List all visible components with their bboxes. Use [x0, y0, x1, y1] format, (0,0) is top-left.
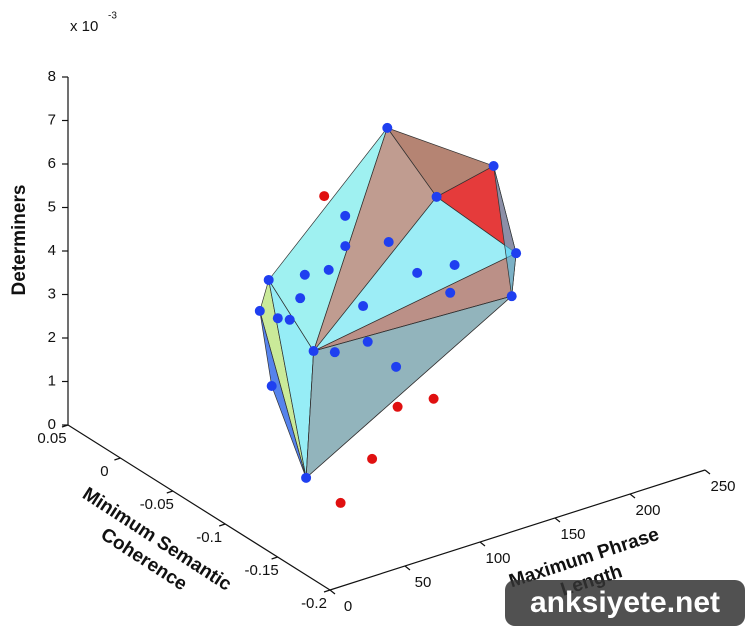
point: [335, 497, 346, 508]
point: [392, 401, 403, 412]
x-tick: [479, 541, 486, 547]
z-tick-label: 7: [48, 111, 56, 128]
y-tick-label: 0.05: [37, 430, 66, 447]
z-tick-label: 4: [48, 242, 56, 259]
point: [358, 301, 369, 312]
z-tick-label: 8: [48, 68, 56, 85]
watermark: anksiyete.net: [530, 586, 720, 619]
y-tick: [166, 490, 173, 494]
x-tick-label: 0: [344, 598, 352, 615]
hull: [259, 127, 517, 479]
x-tick: [629, 493, 636, 499]
y-tick-label: -0.15: [244, 562, 278, 579]
z-tick-label: 3: [48, 285, 56, 302]
y-tick-label: -0.2: [301, 595, 327, 612]
point: [445, 287, 456, 298]
point: [412, 267, 423, 278]
x-tick: [704, 469, 711, 475]
point: [383, 237, 394, 247]
hull-face: [305, 295, 512, 479]
z-exponent-power: -3: [108, 11, 117, 22]
point: [323, 264, 334, 275]
point: [263, 274, 274, 285]
y-tick-label: -0.05: [140, 496, 174, 513]
x-tick: [329, 589, 336, 595]
point: [295, 293, 306, 304]
points: [254, 122, 522, 508]
point: [367, 453, 378, 464]
point: [329, 347, 340, 358]
point: [431, 191, 442, 202]
x-tick-label: 200: [635, 502, 660, 519]
point: [272, 313, 283, 324]
point: [511, 248, 522, 259]
y-tick-label: 0: [100, 463, 108, 480]
point: [391, 361, 402, 372]
y-tick: [61, 424, 69, 428]
point: [284, 314, 295, 325]
y-tick: [114, 457, 121, 461]
point: [254, 305, 265, 316]
point: [266, 381, 277, 392]
hull-face: [259, 310, 307, 478]
y-tick: [323, 589, 331, 593]
point: [308, 346, 319, 357]
y-tick: [219, 523, 226, 527]
z-tick-label: 1: [48, 372, 56, 389]
x-tick-label: 100: [485, 550, 510, 567]
z-tick-label: 0: [48, 416, 56, 433]
z-tick-label: 2: [48, 329, 56, 346]
z-exponent-base: x 10: [70, 18, 98, 35]
z-tick-label: 5: [48, 198, 56, 215]
x-tick-label: 50: [415, 574, 432, 591]
hull-face: [493, 165, 517, 297]
y-tick: [271, 556, 278, 560]
x-tick-label: 250: [710, 478, 735, 495]
point: [449, 260, 460, 271]
point: [319, 191, 330, 202]
point: [506, 291, 517, 302]
x-tick-label: 150: [560, 526, 585, 543]
z-tick-label: 6: [48, 155, 56, 172]
watermark-box: [505, 580, 745, 626]
point: [340, 210, 351, 221]
z-axis-title: Determiners: [9, 185, 30, 296]
point: [301, 472, 312, 483]
point: [299, 269, 310, 280]
x-tick: [554, 517, 561, 523]
x-tick: [404, 565, 411, 571]
point: [362, 336, 373, 347]
y-axis: [67, 424, 331, 591]
y-tick-label: -0.1: [196, 529, 222, 546]
point: [488, 160, 499, 171]
point: [382, 122, 393, 133]
point: [428, 393, 439, 404]
x-axis: [329, 469, 706, 591]
point: [340, 241, 351, 252]
